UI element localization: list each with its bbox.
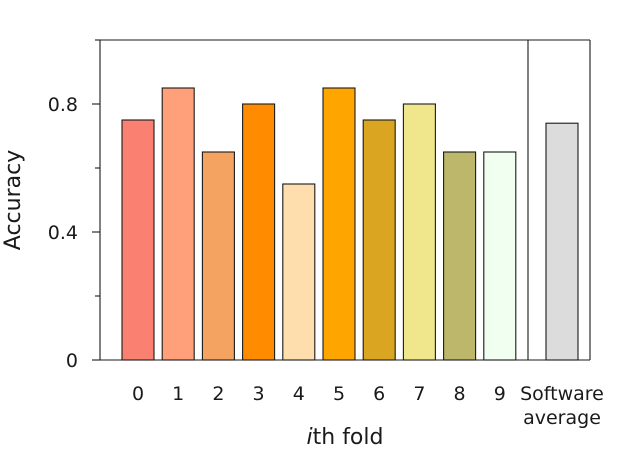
x-tick-label: 7 [413,383,425,405]
bar-fold-6 [362,119,396,361]
x-tick-label-software-average: average [523,407,601,429]
bar-software-average [545,122,579,361]
x-tick-label: 5 [333,383,345,405]
y-axis-title: Accuracy [1,150,26,250]
bar-fold-1 [161,87,195,361]
x-tick-label: 2 [212,383,224,405]
y-axis: 0 0.4 0.8 [48,39,100,372]
x-tick-label: 9 [494,383,506,405]
x-tick-label: 3 [253,383,265,405]
x-tick-label: 8 [454,383,466,405]
bar-fold-3 [242,103,276,361]
x-tick-label: 1 [172,383,184,405]
y-tick-label: 0.4 [48,222,78,244]
bar-fold-2 [201,151,235,361]
bar-fold-5 [322,87,356,361]
bar-fold-0 [121,119,155,361]
x-tick-label: 6 [373,383,385,405]
x-tick-label-software-average: Software [520,383,604,405]
bars [121,87,579,361]
bar-fold-8 [443,151,477,361]
x-axis-title: ith fold [307,425,384,450]
bar-fold-7 [402,103,436,361]
bar-fold-4 [282,183,316,361]
x-axis-title-italic: i [307,425,313,450]
y-tick-label: 0 [66,350,78,372]
x-axis-title-rest: th fold [313,425,384,450]
bar-fold-9 [483,151,517,361]
x-tick-label: 0 [132,383,144,405]
y-tick-label: 0.8 [48,94,78,116]
x-tick-label: 4 [293,383,305,405]
